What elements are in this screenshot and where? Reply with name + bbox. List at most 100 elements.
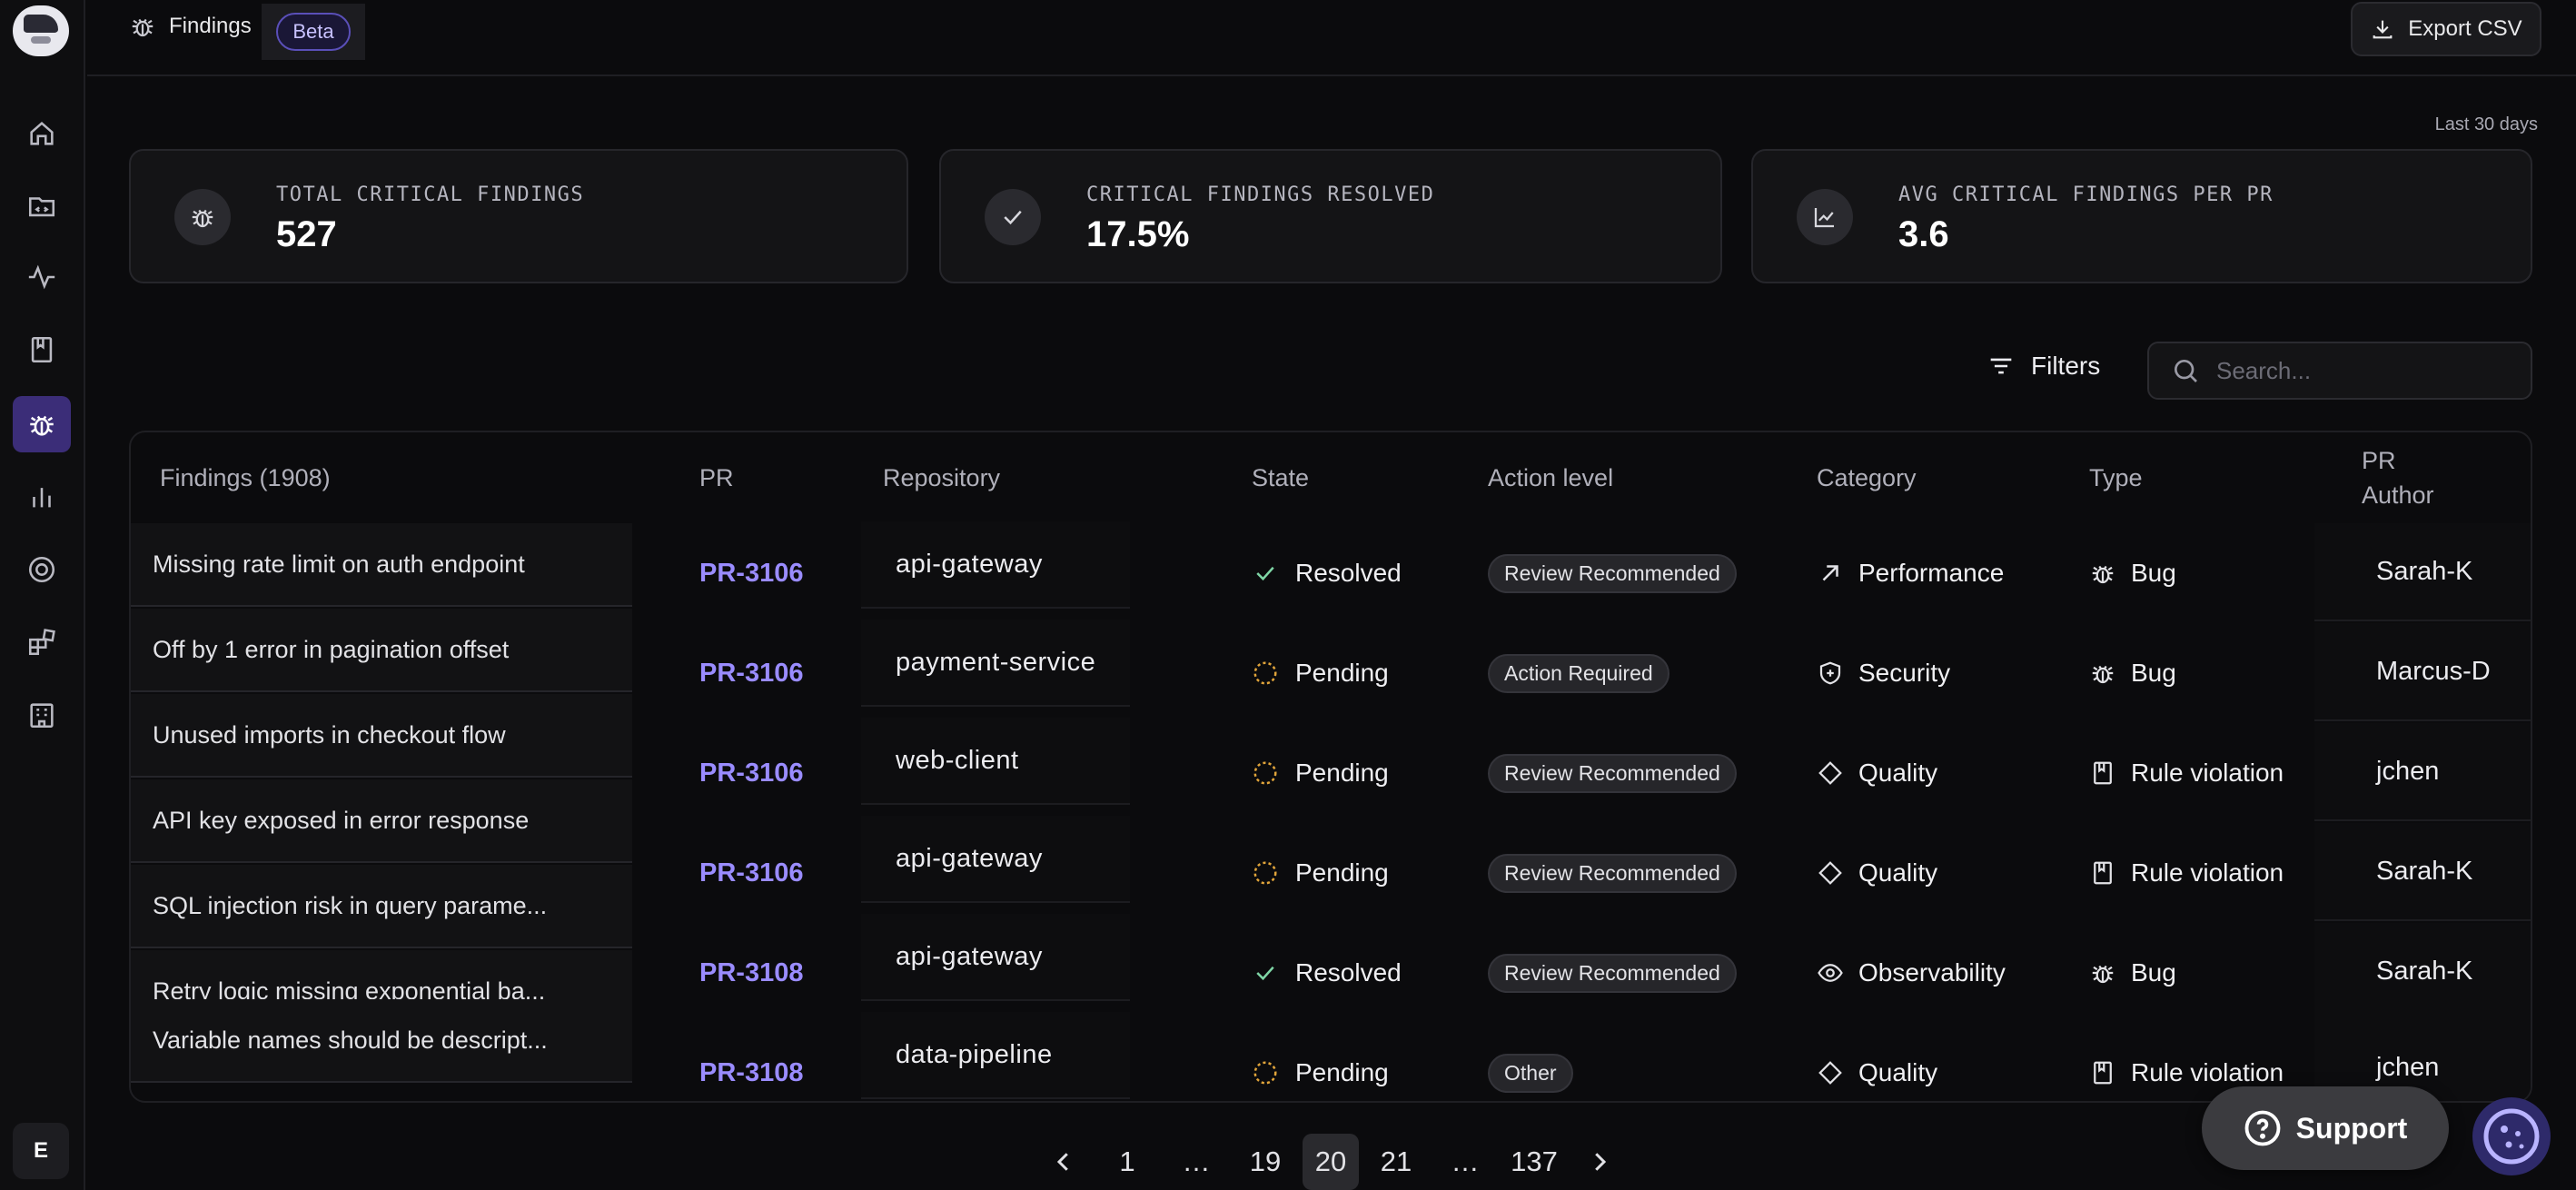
stat-value: 3.6 — [1898, 214, 1949, 254]
page-button[interactable]: 1 — [1119, 1145, 1135, 1177]
category-cell: Performance — [1817, 523, 2004, 623]
state-label: Pending — [1295, 659, 1389, 687]
finding-title[interactable]: SQL injection risk in query parame... — [131, 865, 632, 948]
type-cell: Bug — [2089, 923, 2176, 1023]
support-button[interactable]: Support — [2202, 1086, 2449, 1170]
stat-card-average: AVG CRITICAL FINDINGS PER PR 3.6 — [1751, 149, 2532, 283]
page-button[interactable]: 21 — [1380, 1145, 1412, 1177]
state-label: Resolved — [1295, 958, 1402, 987]
action-level-badge: Other — [1488, 1053, 1573, 1093]
finding-title[interactable]: Unused imports in checkout flow — [131, 694, 632, 778]
action-level-badge: Review Recommended — [1488, 953, 1737, 993]
column-header-state[interactable]: State — [1252, 463, 1310, 491]
pr-link[interactable]: PR-3106 — [699, 558, 804, 588]
app-logo[interactable] — [13, 5, 69, 56]
state-cell: Pending — [1252, 1023, 1389, 1101]
shield-icon — [1819, 661, 1841, 685]
finding-title[interactable]: Variable names should be descript... — [131, 999, 632, 1083]
filters-button[interactable]: Filters — [1986, 351, 2100, 382]
activity-icon[interactable] — [13, 249, 71, 305]
repository-icon[interactable] — [13, 178, 71, 234]
line-chart-icon — [1797, 189, 1853, 245]
stat-value: 527 — [276, 214, 337, 254]
integrations-icon[interactable] — [13, 614, 71, 670]
type-cell: Rule violation — [2089, 1023, 2284, 1101]
category-cell: Quality — [1817, 823, 1937, 923]
category-label: Observability — [1858, 958, 2006, 987]
pr-link[interactable]: PR-3108 — [699, 1057, 804, 1087]
filter-icon — [1990, 358, 2012, 374]
pr-link[interactable]: PR-3106 — [699, 658, 804, 688]
category-label: Performance — [1858, 559, 2005, 587]
repository-name: api-gateway — [861, 816, 1130, 903]
filters-label: Filters — [2031, 352, 2101, 380]
chevron-right-icon — [1595, 1153, 1607, 1171]
pr-link[interactable]: PR-3108 — [699, 957, 804, 987]
table-row[interactable]: Off by 1 error in pagination offset PR-3… — [131, 609, 2531, 723]
diamond-icon — [1818, 1061, 1842, 1085]
prev-page-button[interactable] — [1035, 1134, 1092, 1190]
target-icon[interactable] — [13, 541, 71, 598]
finding-title[interactable]: API key exposed in error response — [131, 779, 632, 863]
category-label: Quality — [1858, 1058, 1938, 1086]
building-icon[interactable] — [13, 687, 71, 743]
column-header-repository[interactable]: Repository — [883, 463, 1001, 491]
state-cell: Pending — [1252, 623, 1389, 723]
finding-title[interactable]: Off by 1 error in pagination offset — [131, 609, 632, 692]
sidebar: E — [0, 0, 85, 1190]
repository-name: api-gateway — [861, 914, 1130, 1001]
pr-link[interactable]: PR-3106 — [699, 858, 804, 888]
cookie-settings-icon[interactable] — [2472, 1097, 2551, 1175]
column-header-pr[interactable]: PR — [699, 463, 734, 491]
book-icon — [2094, 861, 2112, 885]
export-csv-button[interactable]: Export CSV — [2351, 2, 2541, 56]
next-page-button[interactable] — [1571, 1134, 1628, 1190]
stat-label: CRITICAL FINDINGS RESOLVED — [1086, 183, 1435, 206]
category-cell: Quality — [1817, 1023, 1938, 1101]
state-cell: Resolved — [1252, 523, 1402, 623]
pr-link[interactable]: PR-3106 — [699, 758, 804, 788]
avatar-initial: E — [33, 1138, 48, 1163]
action-level-badge: Review Recommended — [1488, 753, 1737, 793]
table-row[interactable]: SQL injection risk in query parame... PR… — [131, 865, 2531, 1023]
page-title: Findings — [169, 14, 252, 38]
table-row[interactable]: API key exposed in error response PR-310… — [131, 779, 2531, 923]
user-avatar[interactable]: E — [13, 1123, 69, 1179]
column-header-category[interactable]: Category — [1817, 463, 1917, 491]
column-header-pr-author[interactable]: PR Author — [2362, 447, 2434, 509]
type-label: Bug — [2131, 559, 2176, 587]
page-button[interactable]: 137 — [1511, 1145, 1558, 1177]
page-ellipsis: … — [1182, 1145, 1211, 1177]
type-label: Rule violation — [2131, 759, 2284, 787]
column-header-findings[interactable]: Findings (1908) — [160, 463, 331, 491]
bug-icon — [2092, 665, 2114, 684]
finding-title[interactable]: Missing rate limit on auth endpoint — [131, 523, 632, 607]
bug-icon — [174, 189, 231, 245]
search-input[interactable] — [2216, 356, 2507, 385]
bug-icon — [2092, 565, 2114, 584]
table-row[interactable]: Missing rate limit on auth endpoint PR-3… — [131, 521, 2531, 623]
table-row[interactable]: Unused imports in checkout flow PR-3106 … — [131, 694, 2531, 823]
pending-icon — [1253, 861, 1277, 885]
state-label: Pending — [1295, 1058, 1389, 1086]
search-icon — [2175, 360, 2197, 382]
stat-card-total: TOTAL CRITICAL FINDINGS 527 — [129, 149, 908, 283]
category-cell: Security — [1817, 623, 1950, 723]
page-button[interactable]: 19 — [1249, 1145, 1282, 1177]
top-bar: Findings Beta Export CSV — [87, 0, 2576, 76]
bar-chart-icon[interactable] — [13, 469, 71, 525]
findings-table: Findings (1908) PR Repository State Acti… — [129, 431, 2532, 1103]
home-icon[interactable] — [13, 105, 71, 162]
type-label: Bug — [2131, 659, 2176, 687]
current-page-button[interactable]: 20 — [1303, 1134, 1359, 1190]
book-icon[interactable] — [13, 322, 71, 378]
pending-icon — [1253, 661, 1277, 685]
search-box[interactable] — [2147, 342, 2532, 400]
bug-icon — [2092, 965, 2114, 984]
diamond-icon — [1818, 761, 1842, 785]
repository-name: payment-service — [861, 620, 1130, 707]
column-header-action-level[interactable]: Action level — [1488, 463, 1614, 491]
stat-value: 17.5% — [1086, 214, 1190, 254]
bug-icon[interactable] — [13, 396, 71, 452]
column-header-type[interactable]: Type — [2089, 463, 2143, 491]
